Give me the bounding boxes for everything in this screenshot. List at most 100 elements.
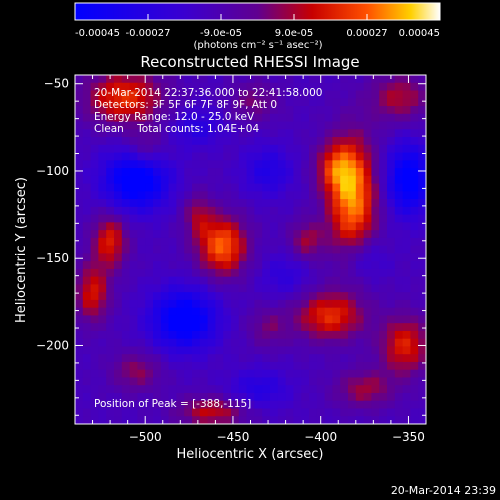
heatmap-cell bbox=[145, 292, 154, 301]
heatmap-cell bbox=[246, 261, 255, 270]
heatmap-cell bbox=[340, 261, 349, 270]
heatmap-cell bbox=[145, 361, 154, 371]
heatmap-cell bbox=[254, 82, 263, 92]
heatmap-cell bbox=[410, 199, 419, 208]
heatmap-cell bbox=[262, 338, 271, 348]
heatmap-cell bbox=[418, 299, 426, 309]
heatmap-cell bbox=[371, 245, 380, 254]
heatmap-cell bbox=[90, 137, 99, 146]
heatmap-cell bbox=[363, 237, 372, 247]
heatmap-cell bbox=[121, 315, 131, 324]
heatmap-cell bbox=[168, 400, 177, 410]
heatmap-cell bbox=[371, 392, 380, 402]
heatmap-cell bbox=[215, 330, 224, 340]
heatmap-cell bbox=[121, 268, 131, 278]
heatmap-cell bbox=[316, 268, 326, 278]
heatmap-cell bbox=[238, 222, 248, 231]
heatmap-cell bbox=[262, 385, 271, 394]
heatmap-cell bbox=[410, 392, 419, 402]
heatmap-cell bbox=[106, 160, 115, 169]
heatmap-cell bbox=[379, 82, 388, 92]
heatmap-cell bbox=[106, 315, 115, 324]
heatmap-cell bbox=[246, 90, 255, 99]
heatmap-cell bbox=[207, 261, 216, 270]
heatmap-cell bbox=[379, 268, 388, 278]
heatmap-cell bbox=[90, 113, 99, 123]
heatmap-cell bbox=[106, 214, 115, 223]
heatmap-cell bbox=[98, 261, 107, 270]
heatmap-cell bbox=[394, 377, 404, 386]
heatmap-cell bbox=[379, 408, 388, 417]
heatmap-cell bbox=[184, 168, 193, 177]
heatmap-cell bbox=[129, 121, 138, 130]
heatmap-cell bbox=[293, 245, 302, 254]
heatmap-cell bbox=[238, 214, 248, 223]
heatmap-cell bbox=[348, 75, 357, 84]
heatmap-cell bbox=[246, 400, 255, 410]
heatmap-cell bbox=[363, 315, 372, 324]
heatmap-cell bbox=[199, 175, 209, 185]
heatmap-cell bbox=[262, 354, 271, 363]
heatmap-cell bbox=[98, 82, 107, 92]
heatmap-cell bbox=[192, 206, 201, 216]
heatmap-cell bbox=[277, 369, 287, 379]
heatmap-cell bbox=[246, 361, 255, 371]
heatmap-cell bbox=[418, 82, 426, 92]
heatmap-cell bbox=[199, 299, 209, 309]
heatmap-cell bbox=[394, 284, 404, 293]
heatmap-cell bbox=[363, 160, 372, 169]
heatmap-cell bbox=[246, 408, 255, 417]
heatmap-cell bbox=[82, 268, 92, 278]
heatmap-cell bbox=[285, 338, 294, 348]
heatmap-cell bbox=[410, 175, 419, 185]
heatmap-cell bbox=[363, 385, 372, 394]
heatmap-cell bbox=[121, 385, 131, 394]
heatmap-cell bbox=[223, 416, 232, 424]
heatmap-cell bbox=[355, 268, 365, 278]
heatmap-cell bbox=[223, 152, 232, 161]
heatmap-cell bbox=[324, 284, 333, 293]
heatmap-cell bbox=[262, 261, 271, 270]
heatmap-cell bbox=[371, 98, 380, 107]
heatmap-cell bbox=[168, 75, 177, 84]
heatmap-cell bbox=[207, 408, 216, 417]
heatmap-cell bbox=[160, 330, 170, 340]
heatmap-cell bbox=[98, 276, 107, 285]
heatmap-cell bbox=[199, 253, 209, 262]
heatmap-cell bbox=[394, 206, 404, 216]
heatmap-cell bbox=[371, 268, 380, 278]
heatmap-cell bbox=[98, 354, 107, 363]
heatmap-cell bbox=[199, 284, 209, 293]
heatmap-cell bbox=[316, 82, 326, 92]
heatmap-cell bbox=[82, 230, 92, 239]
heatmap-cell bbox=[348, 299, 357, 309]
heatmap-cell bbox=[285, 377, 294, 386]
heatmap-cell bbox=[270, 214, 279, 223]
heatmap-cell bbox=[270, 199, 279, 208]
heatmap-cell bbox=[106, 237, 115, 247]
heatmap-cell bbox=[238, 253, 248, 262]
heatmap-cell bbox=[168, 237, 177, 247]
heatmap-cell bbox=[153, 82, 162, 92]
heatmap-cell bbox=[145, 191, 154, 200]
heatmap-cell bbox=[355, 199, 365, 208]
heatmap-cell bbox=[379, 90, 388, 99]
heatmap-cell bbox=[82, 323, 92, 332]
heatmap-cell bbox=[184, 338, 193, 348]
heatmap-cell bbox=[192, 160, 201, 169]
heatmap-cell bbox=[246, 330, 255, 340]
heatmap-cell bbox=[153, 106, 162, 115]
heatmap-cell bbox=[106, 385, 115, 394]
heatmap-cell bbox=[153, 90, 162, 99]
heatmap-cell bbox=[277, 416, 287, 424]
heatmap-cell bbox=[145, 152, 154, 161]
heatmap-cell bbox=[348, 90, 357, 99]
heatmap-cell bbox=[277, 160, 287, 169]
heatmap-cell bbox=[418, 113, 426, 123]
heatmap-cell bbox=[231, 230, 240, 239]
heatmap-cell bbox=[106, 98, 115, 107]
heatmap-cell bbox=[379, 323, 388, 332]
heatmap-cell bbox=[316, 183, 326, 192]
heatmap-cell bbox=[363, 168, 372, 177]
heatmap-cell bbox=[410, 152, 419, 161]
